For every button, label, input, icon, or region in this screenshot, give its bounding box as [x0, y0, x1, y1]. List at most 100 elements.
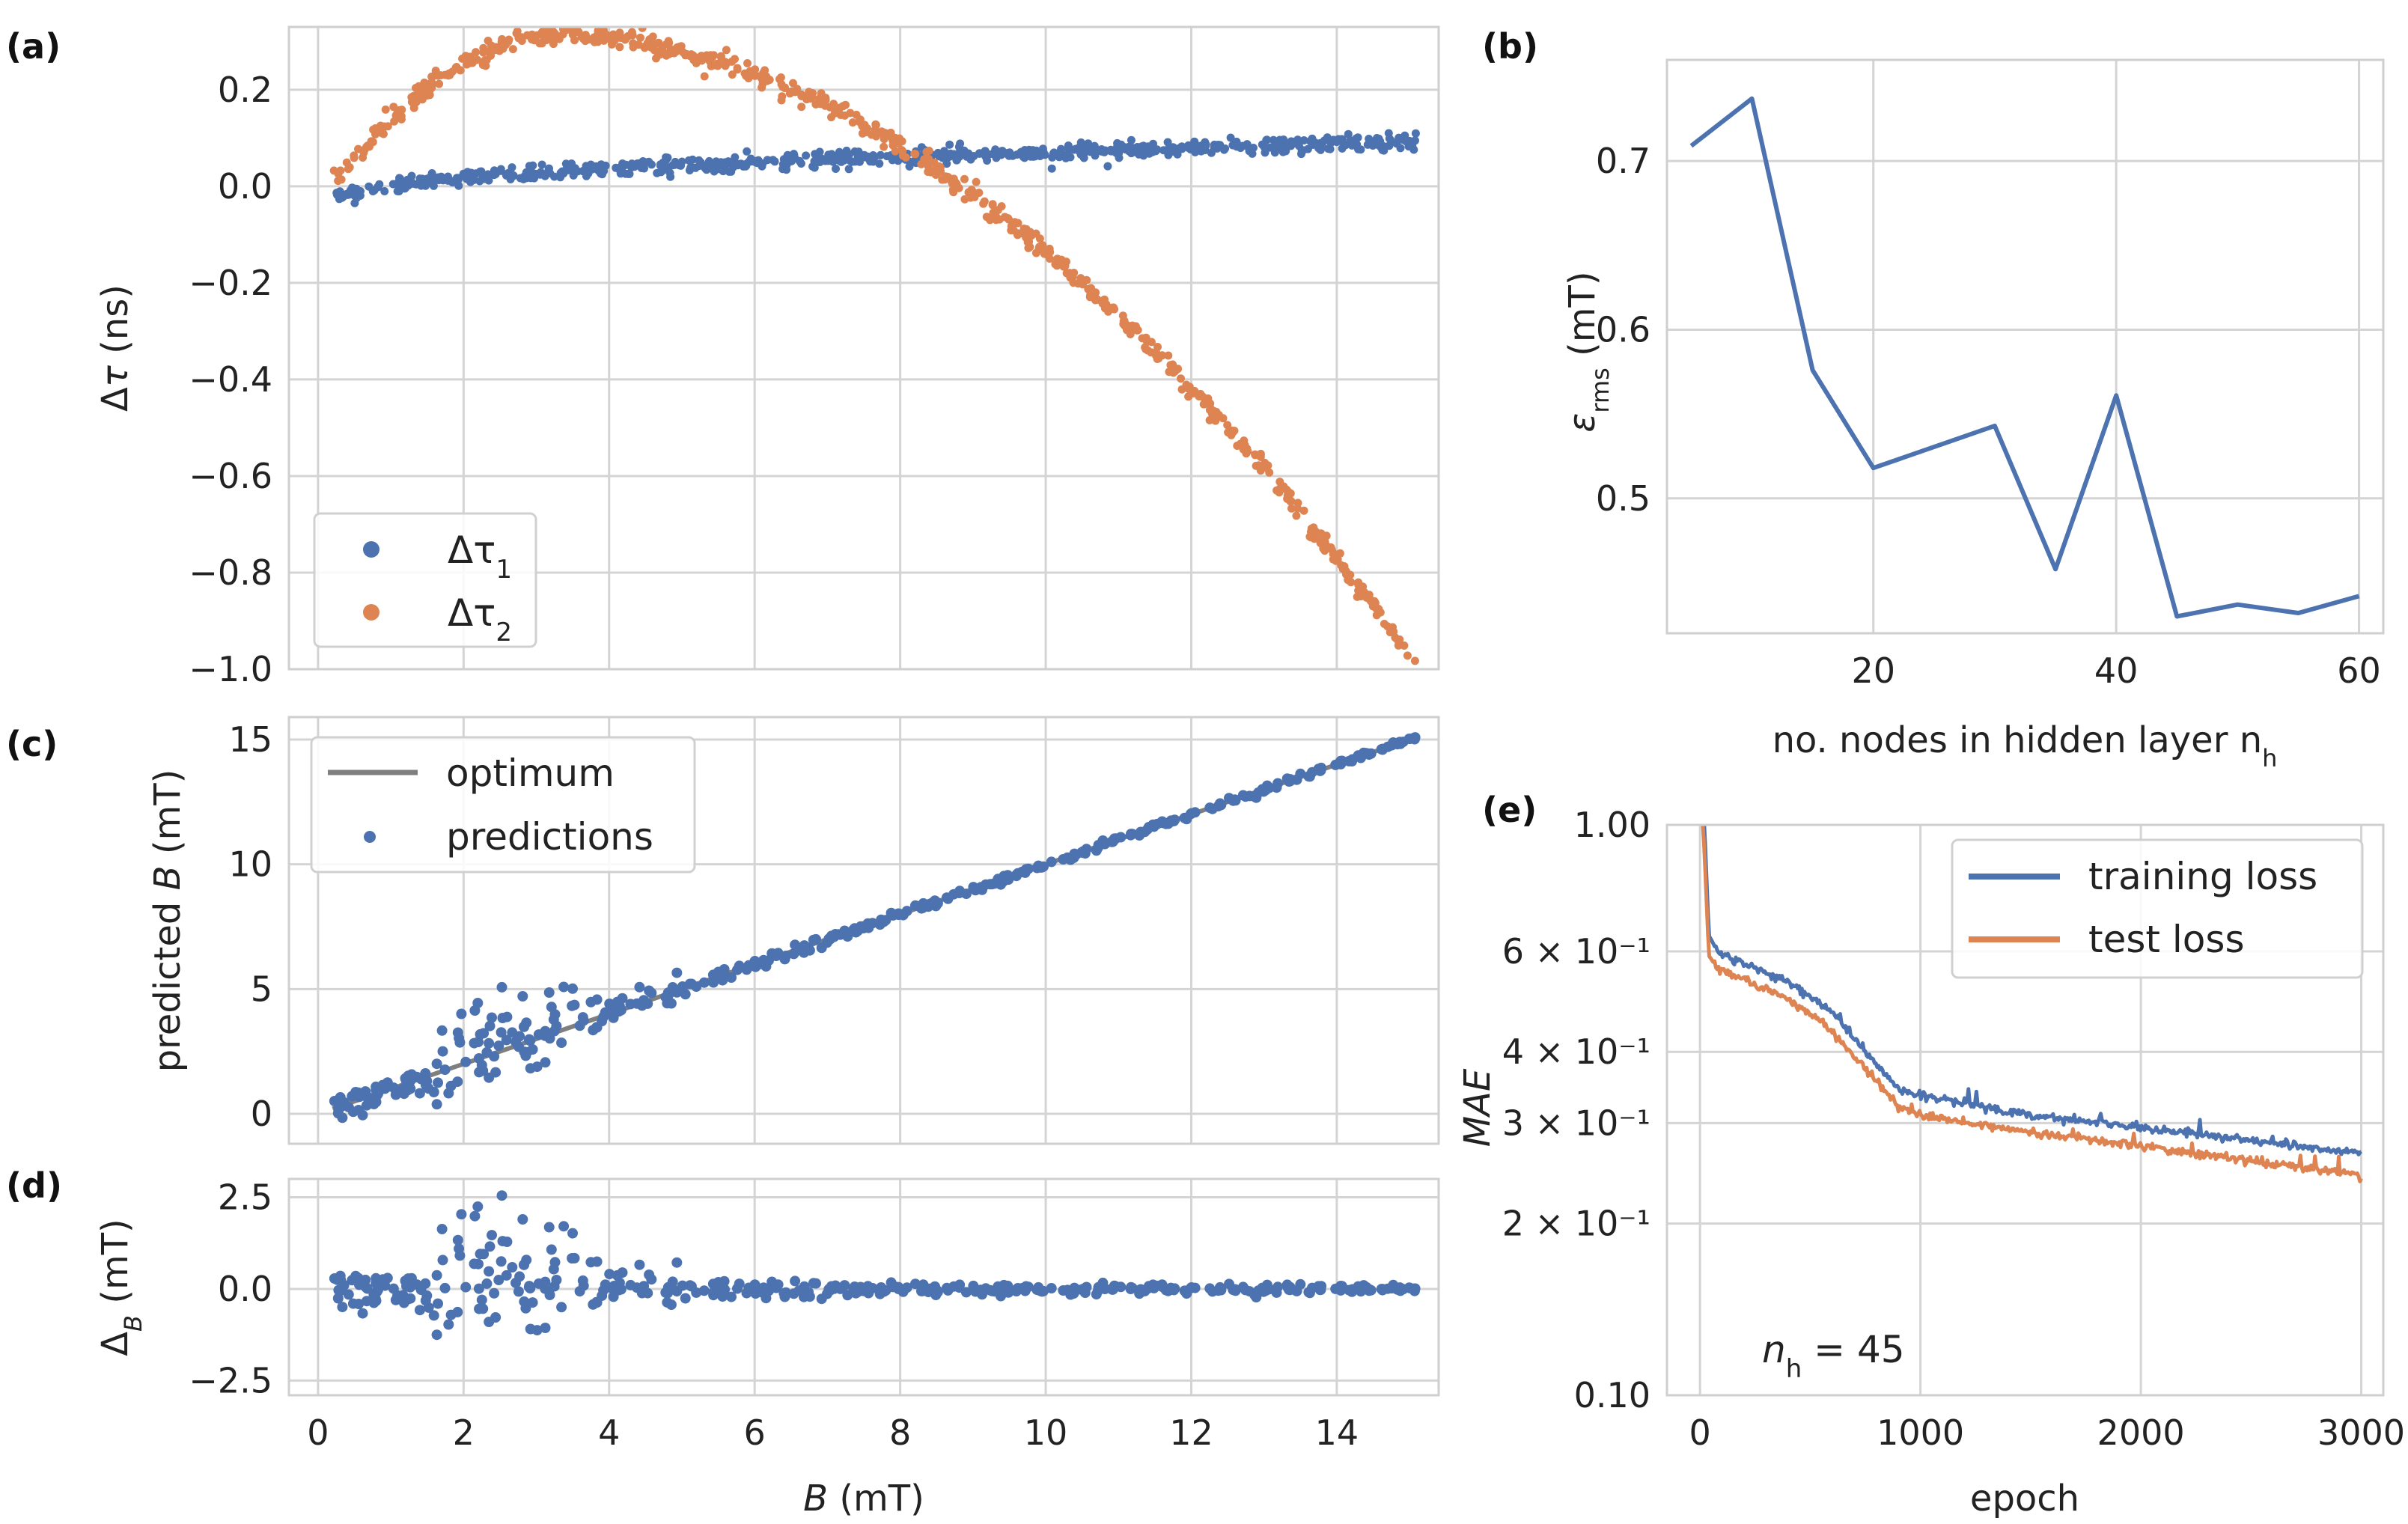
point-d-344 — [1386, 1282, 1397, 1293]
point-a-0-650 — [1346, 136, 1355, 144]
point-d-164 — [942, 1284, 954, 1296]
point-d-279 — [1314, 1284, 1326, 1296]
legend-a-marker-tau1 — [363, 541, 380, 558]
ytick-d-1: 0.0 — [218, 1269, 272, 1309]
series-d — [329, 1190, 1421, 1341]
point-a-1-511 — [512, 29, 521, 37]
ytick-b-2: 0.7 — [1596, 141, 1650, 181]
point-c-1 — [433, 1077, 443, 1088]
point-a-1-133 — [1035, 234, 1044, 243]
point-a-1-664 — [1380, 620, 1389, 628]
point-c-336 — [615, 1005, 627, 1016]
point-d-411 — [726, 1291, 737, 1302]
point-c-301 — [484, 1037, 495, 1049]
point-a-1-672 — [920, 156, 929, 165]
point-a-0-295 — [1344, 129, 1353, 138]
point-c-132 — [788, 948, 799, 960]
point-a-1-692 — [1320, 536, 1328, 545]
yticks-b: 0.5 0.6 0.7 — [1596, 141, 1650, 519]
point-a-0-664 — [1142, 148, 1150, 157]
point-a-1-460 — [728, 70, 737, 79]
point-c-402 — [1361, 748, 1372, 759]
point-d-316 — [1003, 1287, 1014, 1298]
legend-c: optimum predictions — [310, 736, 696, 874]
point-c-190 — [540, 1057, 551, 1068]
point-d-400 — [469, 1258, 480, 1270]
point-a-0-689 — [1376, 137, 1385, 146]
point-d-369 — [574, 1286, 585, 1297]
point-c-388 — [350, 1087, 362, 1097]
frame-d — [287, 1177, 1440, 1397]
point-c-393 — [337, 1112, 348, 1124]
point-a-1-658 — [797, 90, 806, 99]
point-a-0-381 — [684, 156, 693, 165]
panel-label-c: (c) — [6, 724, 58, 764]
ytick-e-4: 6 × 10⁻¹ — [1502, 931, 1650, 972]
point-a-1-691 — [491, 43, 500, 52]
point-a-1-557 — [821, 96, 830, 105]
point-d-343 — [713, 1277, 724, 1287]
point-a-1-618 — [558, 30, 567, 39]
point-a-1-639 — [975, 189, 984, 197]
point-a-1-637 — [689, 51, 698, 60]
point-d-338 — [708, 1287, 719, 1298]
point-a-0-506 — [1385, 134, 1394, 143]
grid-b — [1667, 60, 2383, 633]
point-a-0-607 — [1086, 147, 1095, 156]
point-a-1-632 — [733, 65, 742, 74]
point-a-0-692 — [403, 175, 412, 184]
point-a-1-645 — [778, 92, 787, 101]
point-d-412 — [496, 1190, 507, 1201]
point-a-0-632 — [1287, 137, 1296, 146]
point-c-409 — [329, 1096, 340, 1106]
point-a-1-523 — [1118, 311, 1127, 320]
point-c-372 — [522, 1046, 532, 1058]
point-d-87 — [456, 1209, 467, 1220]
point-a-1-536 — [628, 31, 637, 40]
point-a-1-384 — [707, 61, 716, 70]
point-a-0-557 — [969, 152, 978, 160]
axes-a: 0.2 0.0 −0.2 −0.4 −0.6 −0.8 −1.0 Δτ (ns) Δτ1 Δ… — [94, 25, 1440, 689]
point-d-387 — [1046, 1283, 1057, 1293]
point-d-402 — [1361, 1281, 1372, 1293]
point-d-408 — [772, 1279, 784, 1290]
point-a-0-308 — [537, 160, 546, 169]
point-c-407 — [1185, 808, 1196, 820]
point-a-1-600 — [1338, 564, 1347, 573]
point-d-276 — [369, 1296, 380, 1307]
point-c-389 — [667, 982, 678, 993]
point-d-390 — [591, 1297, 603, 1308]
point-a-0-684 — [1216, 141, 1225, 150]
point-a-1-659 — [1182, 383, 1190, 392]
xlabel-b: no. nodes in hidden layer nh — [1773, 719, 2278, 772]
point-a-0-688 — [685, 166, 694, 174]
point-a-1-666 — [708, 52, 717, 61]
point-c-236 — [519, 1021, 530, 1032]
point-a-1-573 — [781, 83, 790, 92]
point-c-376 — [1303, 771, 1314, 782]
ytick-b-1: 0.6 — [1596, 309, 1650, 350]
point-a-0-674 — [564, 164, 573, 173]
ytick-c-0: 0 — [251, 1094, 272, 1134]
point-a-0-408 — [647, 160, 656, 169]
point-c-403 — [1230, 795, 1241, 806]
point-d-28 — [343, 1289, 354, 1300]
point-a-0-370 — [1365, 135, 1374, 143]
point-a-1-657 — [549, 40, 558, 49]
point-a-0-304 — [945, 140, 954, 149]
point-c-406 — [1019, 867, 1031, 878]
point-a-0-519 — [393, 186, 402, 195]
point-d-269 — [1251, 1292, 1262, 1302]
point-a-0-440 — [1038, 144, 1047, 153]
point-a-0-536 — [1396, 144, 1405, 153]
point-a-1-208 — [797, 103, 806, 112]
point-d-347 — [473, 1283, 484, 1294]
point-d-260 — [507, 1262, 518, 1272]
point-a-0-570 — [1320, 136, 1329, 145]
point-a-0-621 — [496, 166, 505, 175]
point-a-1-661 — [537, 28, 546, 37]
line-b-rms — [1689, 96, 2360, 619]
point-c-210 — [474, 1067, 485, 1078]
point-a-0-651 — [1308, 134, 1317, 143]
